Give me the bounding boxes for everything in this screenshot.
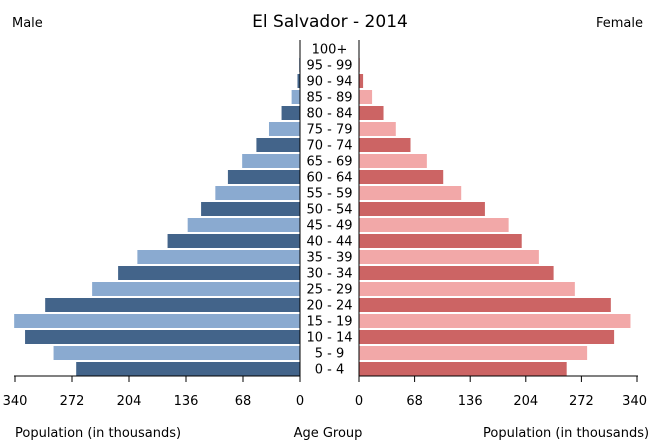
age-group-label: 75 - 79 (306, 123, 352, 138)
x-tick-label: 340 (622, 394, 647, 409)
male-bar (227, 170, 300, 184)
x-tick-label: 272 (60, 394, 85, 409)
age-group-label: 50 - 54 (306, 203, 352, 218)
male-bar (268, 122, 300, 136)
chart-title: El Salvador - 2014 (252, 12, 408, 32)
age-group-label: 20 - 24 (306, 299, 352, 314)
female-x-ticks: 0 68 136 204 272 340 (355, 376, 647, 409)
female-bar (359, 346, 588, 360)
x-tick-label: 340 (3, 394, 28, 409)
female-bar (359, 314, 631, 328)
male-bar (242, 154, 300, 168)
x-tick-label: 204 (513, 394, 538, 409)
female-bar (359, 282, 575, 296)
male-label: Male (12, 16, 43, 31)
male-bar (291, 90, 300, 104)
age-group-label: 55 - 59 (306, 187, 352, 202)
age-group-label: 60 - 64 (306, 171, 352, 186)
male-x-ticks: 340 272 204 136 68 0 (3, 376, 304, 409)
male-bar (14, 314, 300, 328)
age-group-label: 30 - 34 (306, 267, 352, 282)
age-group-label: 45 - 49 (306, 219, 352, 234)
age-group-label: 90 - 94 (306, 75, 352, 90)
age-group-label: 100+ (312, 43, 348, 58)
x-tick-label: 204 (117, 394, 142, 409)
male-bar (53, 346, 300, 360)
x-axis-label-right: Population (in thousands) (483, 426, 649, 441)
male-bar (167, 234, 300, 248)
age-group-label: 80 - 84 (306, 107, 352, 122)
age-group-label: 70 - 74 (306, 139, 352, 154)
x-axis-label-left: Population (in thousands) (15, 426, 181, 441)
male-bar (201, 202, 300, 216)
female-bar (359, 298, 611, 312)
age-group-label: 40 - 44 (306, 235, 352, 250)
female-bar (359, 106, 384, 120)
female-bar (359, 362, 567, 376)
female-bar (359, 218, 509, 232)
male-bar (45, 298, 301, 312)
female-bar (359, 90, 373, 104)
x-tick-label: 136 (174, 394, 199, 409)
female-bar (359, 186, 462, 200)
x-tick-label: 272 (569, 394, 594, 409)
female-bar (359, 202, 485, 216)
age-group-label: 35 - 39 (306, 251, 352, 266)
female-bar (359, 234, 522, 248)
male-bar (76, 362, 300, 376)
female-bar (359, 154, 427, 168)
male-bar (25, 330, 300, 344)
male-bar (137, 250, 300, 264)
age-group-label: 5 - 9 (315, 347, 345, 362)
male-bars (14, 58, 301, 376)
female-bar (359, 330, 615, 344)
female-label: Female (596, 16, 643, 31)
x-tick-label: 0 (355, 394, 363, 409)
male-bar (118, 266, 301, 280)
age-group-label: 0 - 4 (315, 363, 345, 378)
female-bar (359, 74, 364, 88)
age-group-label: 25 - 29 (306, 283, 352, 298)
male-bar (187, 218, 300, 232)
male-bar (256, 138, 300, 152)
female-bar (359, 170, 444, 184)
male-bar (297, 74, 300, 88)
x-tick-label: 68 (235, 394, 252, 409)
female-bar (359, 138, 411, 152)
x-axis-label-center: Age Group (294, 426, 363, 441)
female-bar (359, 266, 554, 280)
x-tick-label: 136 (458, 394, 483, 409)
male-bar (92, 282, 300, 296)
age-group-label: 15 - 19 (306, 315, 352, 330)
age-group-label: 10 - 14 (306, 331, 352, 346)
age-group-label: 85 - 89 (306, 91, 352, 106)
age-group-label: 65 - 69 (306, 155, 352, 170)
female-bars (359, 58, 631, 376)
female-bar (359, 122, 396, 136)
male-bar (281, 106, 300, 120)
x-tick-label: 0 (296, 394, 304, 409)
female-bar (359, 250, 539, 264)
male-bar (215, 186, 300, 200)
age-group-label: 95 - 99 (306, 59, 352, 74)
x-tick-label: 68 (406, 394, 423, 409)
